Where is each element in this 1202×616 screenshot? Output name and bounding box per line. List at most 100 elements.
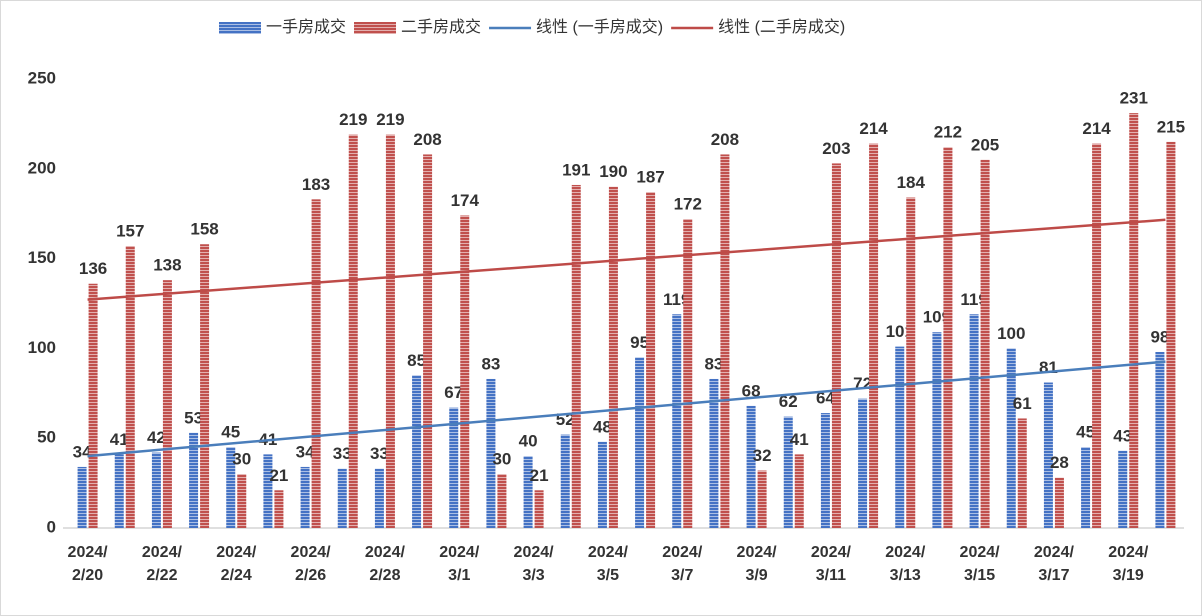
bar: [1155, 351, 1165, 528]
data-label: 212: [934, 123, 962, 142]
bar: [943, 147, 953, 529]
data-label: 64: [816, 389, 835, 408]
data-label: 34: [73, 442, 92, 461]
legend-label: 一手房成交: [266, 18, 346, 36]
data-label: 33: [333, 444, 352, 463]
bar: [237, 474, 247, 528]
data-label: 219: [339, 110, 367, 129]
bar: [189, 432, 199, 528]
bar: [460, 215, 470, 528]
data-label: 40: [519, 432, 538, 451]
x-tick-label: 2024/ 3/5: [587, 544, 628, 584]
bar: [794, 454, 804, 528]
data-label: 41: [110, 430, 129, 449]
bar: [672, 314, 682, 528]
data-label: 21: [269, 466, 288, 485]
x-tick-label: 2024/ 3/9: [736, 544, 777, 584]
data-label: 45: [1076, 423, 1095, 442]
y-tick-label: 50: [37, 428, 56, 447]
legend-swatch: [219, 22, 261, 34]
bar: [77, 466, 87, 528]
x-tick-label: 2024/ 2/22: [141, 544, 182, 584]
data-label: 208: [711, 130, 739, 149]
data-label: 21: [530, 466, 549, 485]
bar: [969, 314, 979, 528]
data-label: 174: [451, 191, 480, 210]
y-tick-label: 200: [28, 158, 56, 177]
y-tick-label: 250: [28, 68, 56, 87]
bar: [869, 143, 879, 528]
data-label: 214: [1082, 119, 1111, 138]
data-label: 208: [413, 130, 441, 149]
bar: [646, 192, 656, 528]
bar: [88, 283, 98, 528]
bar: [980, 159, 990, 528]
bar: [746, 405, 756, 528]
data-label: 231: [1120, 89, 1148, 108]
bar: [125, 246, 135, 528]
data-label: 187: [636, 168, 664, 187]
data-label: 138: [153, 256, 181, 275]
bar: [114, 454, 124, 528]
data-label: 62: [779, 392, 798, 411]
bar: [200, 244, 210, 528]
data-label: 98: [1150, 327, 1169, 346]
bar: [274, 490, 284, 528]
bar: [162, 280, 172, 528]
bar: [571, 184, 581, 529]
data-label: 136: [79, 259, 107, 278]
data-label: 157: [116, 222, 144, 241]
data-label: 34: [296, 442, 315, 461]
trendline: [87, 218, 1166, 301]
bar: [497, 474, 507, 528]
trendline: [87, 360, 1166, 458]
x-tick-label: 2024/ 3/15: [959, 544, 1000, 584]
data-label: 190: [599, 162, 627, 181]
bar: [783, 416, 793, 528]
bar: [560, 434, 570, 528]
x-tick-label: 2024/ 2/26: [290, 544, 331, 584]
bar: [757, 470, 767, 528]
bar: [858, 398, 868, 528]
data-label: 30: [232, 450, 251, 469]
bar: [412, 375, 422, 528]
data-label: 183: [302, 175, 330, 194]
x-tick-label: 2024/ 3/19: [1108, 544, 1149, 584]
x-tick-label: 2024/ 3/13: [885, 544, 926, 584]
bar: [226, 447, 236, 528]
data-label: 214: [859, 119, 888, 138]
bar: [523, 456, 533, 528]
bar: [1129, 113, 1139, 529]
bar: [1092, 143, 1102, 528]
bar: [151, 452, 161, 528]
data-label: 85: [407, 351, 426, 370]
x-tick-label: 2024/ 3/3: [513, 544, 554, 584]
data-label: 45: [221, 423, 240, 442]
bar: [906, 197, 916, 528]
data-label: 203: [822, 139, 850, 158]
bar: [311, 199, 321, 528]
bar: [449, 407, 459, 528]
data-label: 81: [1039, 358, 1058, 377]
bar: [683, 219, 693, 528]
bar: [385, 134, 395, 528]
data-label: 33: [370, 444, 389, 463]
data-label: 95: [630, 333, 649, 352]
data-label: 61: [1013, 394, 1032, 413]
data-label: 184: [897, 173, 926, 192]
bar: [1118, 450, 1128, 528]
data-label: 215: [1157, 117, 1185, 136]
legend-label: 线性 (一手房成交): [536, 18, 663, 36]
bar: [597, 441, 607, 528]
data-label: 83: [704, 354, 723, 373]
bar: [1166, 141, 1176, 529]
data-label: 219: [376, 110, 404, 129]
data-label: 32: [753, 446, 772, 465]
bar: [300, 466, 310, 528]
data-label: 191: [562, 160, 590, 179]
data-label: 100: [997, 324, 1025, 343]
bar: [423, 154, 433, 528]
x-tick-label: 2024/ 2/24: [216, 544, 257, 584]
x-tick-label: 2024/ 2/20: [67, 544, 108, 584]
